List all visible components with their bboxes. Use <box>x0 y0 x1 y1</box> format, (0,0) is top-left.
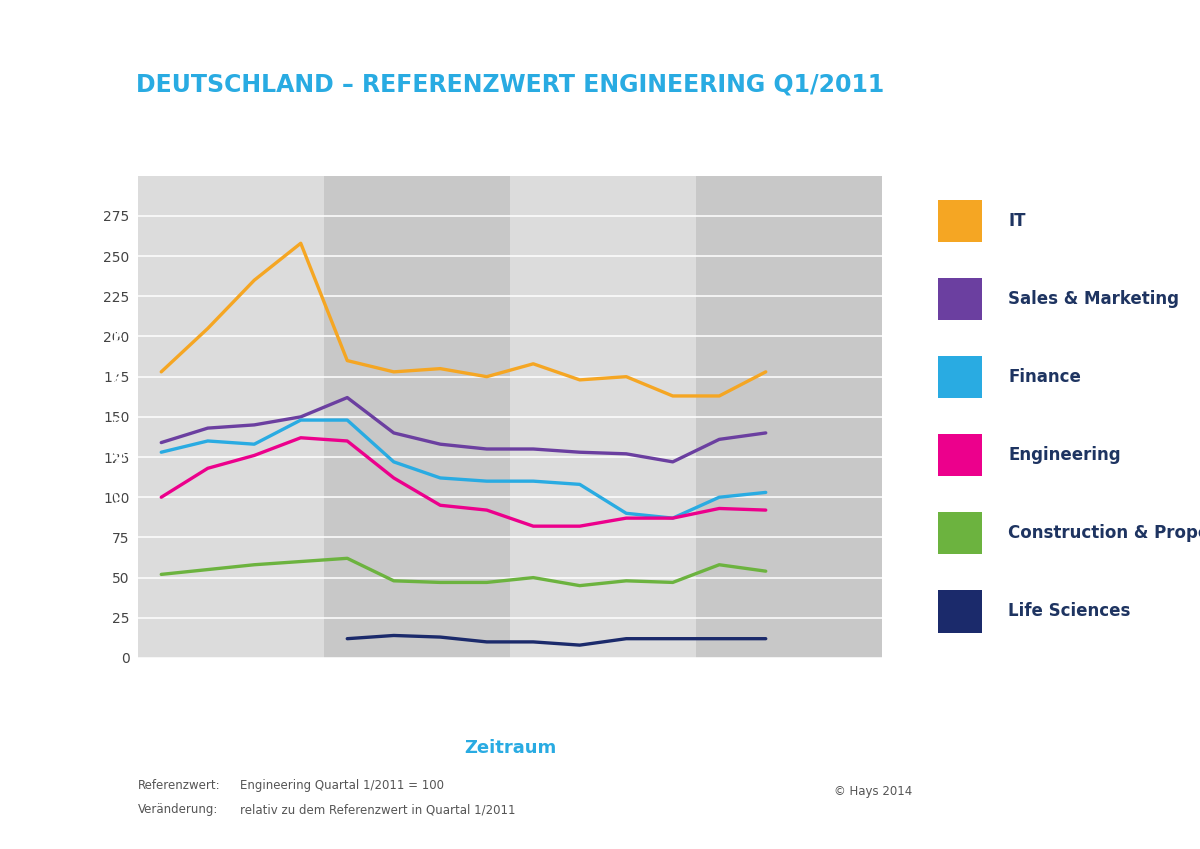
Text: Zeitraum: Zeitraum <box>464 739 556 757</box>
Text: Q2: Q2 <box>756 675 775 688</box>
Text: Q2: Q2 <box>198 675 217 688</box>
Text: Q3: Q3 <box>803 675 822 688</box>
Text: Finance: Finance <box>1008 368 1081 386</box>
Text: Engineering: Engineering <box>1008 446 1121 464</box>
Text: Q4: Q4 <box>478 675 497 688</box>
Text: Nachfrage an Fachkräften: Nachfrage an Fachkräften <box>113 318 126 521</box>
Text: Q1: Q1 <box>709 675 728 688</box>
Text: Referenzwert:: Referenzwert: <box>138 779 221 792</box>
Text: Engineering Quartal 1/2011 = 100: Engineering Quartal 1/2011 = 100 <box>240 779 444 792</box>
Text: Construction & Property: Construction & Property <box>1008 524 1200 543</box>
Bar <box>510 176 696 658</box>
Text: Sales & Marketing: Sales & Marketing <box>1008 290 1178 308</box>
Bar <box>696 176 882 658</box>
Text: Q2: Q2 <box>384 675 403 688</box>
Text: Q4: Q4 <box>292 675 311 688</box>
Text: Q2: Q2 <box>570 675 589 688</box>
Text: © Hays 2014: © Hays 2014 <box>834 784 912 798</box>
Text: Q3: Q3 <box>617 675 636 688</box>
Text: Life Sciences: Life Sciences <box>1008 602 1130 621</box>
Text: DEUTSCHLAND – REFERENZWERT ENGINEERING Q1/2011: DEUTSCHLAND – REFERENZWERT ENGINEERING Q… <box>136 73 884 97</box>
Text: IT: IT <box>1008 211 1026 230</box>
Text: Q1: Q1 <box>523 675 542 688</box>
Text: 2013: 2013 <box>574 143 632 164</box>
Text: 2012: 2012 <box>388 143 446 164</box>
Bar <box>138 176 324 658</box>
Text: Q4: Q4 <box>664 675 683 688</box>
Text: Q3: Q3 <box>431 675 450 688</box>
Text: Q1: Q1 <box>337 675 356 688</box>
Bar <box>324 176 510 658</box>
Text: Q4: Q4 <box>850 675 869 688</box>
Text: 2011: 2011 <box>202 143 260 164</box>
Text: relativ zu dem Referenzwert in Quartal 1/2011: relativ zu dem Referenzwert in Quartal 1… <box>240 803 516 816</box>
Text: Q3: Q3 <box>245 675 264 688</box>
Text: Veränderung:: Veränderung: <box>138 803 218 816</box>
Text: 2014: 2014 <box>760 143 818 164</box>
Text: Q1: Q1 <box>151 675 170 688</box>
